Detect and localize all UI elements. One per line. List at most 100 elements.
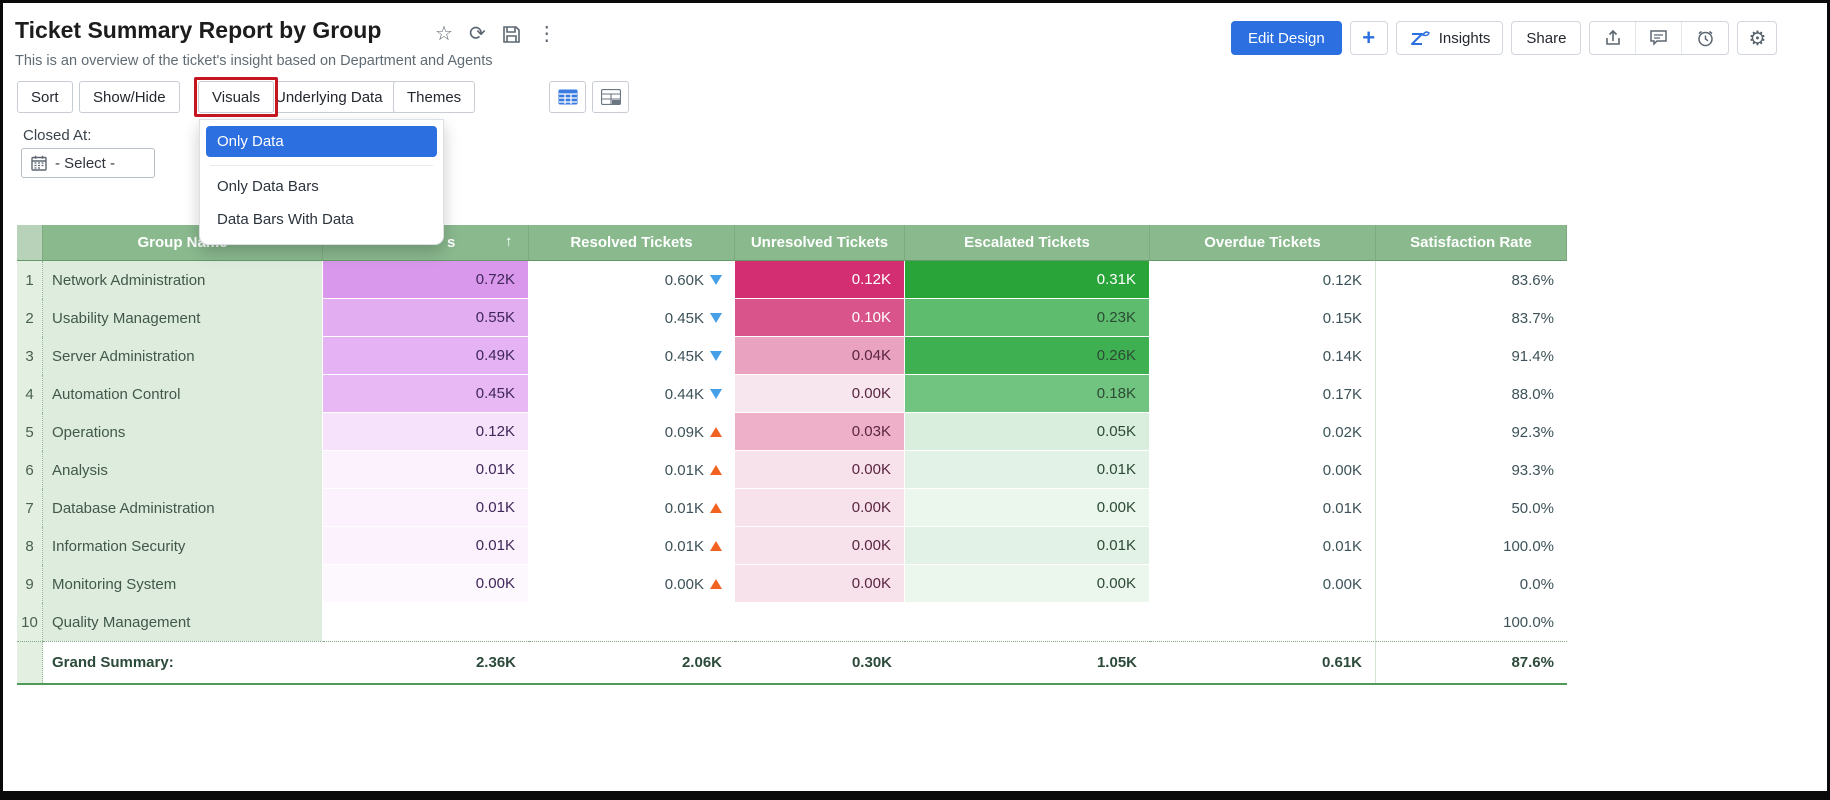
resolved-cell[interactable]: 0.09K — [529, 413, 735, 451]
resolved-cell[interactable]: 0.01K — [529, 489, 735, 527]
overdue-cell[interactable]: 0.01K — [1150, 527, 1376, 565]
summary-view-button[interactable] — [592, 81, 629, 113]
escalated-cell[interactable]: 0.23K — [905, 299, 1150, 337]
tickets-cell[interactable] — [323, 603, 529, 641]
show-hide-button[interactable]: Show/Hide — [79, 81, 180, 113]
overdue-cell[interactable]: 0.00K — [1150, 451, 1376, 489]
tickets-cell[interactable]: 0.55K — [323, 299, 529, 337]
tickets-cell[interactable]: 0.01K — [323, 451, 529, 489]
satisfaction-cell[interactable]: 83.6% — [1376, 261, 1567, 299]
more-options-icon[interactable]: ⋮ — [536, 23, 557, 45]
unresolved-cell[interactable] — [735, 603, 905, 641]
resolved-cell[interactable] — [529, 603, 735, 641]
unresolved-cell[interactable]: 0.00K — [735, 565, 905, 603]
closed-at-select[interactable]: - Select - — [21, 148, 155, 178]
unresolved-cell[interactable]: 0.10K — [735, 299, 905, 337]
group-name-cell[interactable]: Information Security — [43, 527, 323, 565]
header-overdue-tickets[interactable]: Overdue Tickets — [1150, 225, 1376, 261]
resolved-cell[interactable]: 0.45K — [529, 299, 735, 337]
share-button[interactable]: Share — [1511, 21, 1582, 55]
edit-design-button[interactable]: Edit Design — [1231, 21, 1342, 55]
resolved-cell[interactable]: 0.45K — [529, 337, 735, 375]
group-name-cell[interactable]: Server Administration — [43, 337, 323, 375]
group-name-cell[interactable]: Automation Control — [43, 375, 323, 413]
escalated-cell[interactable] — [905, 603, 1150, 641]
satisfaction-cell[interactable]: 100.0% — [1376, 603, 1567, 641]
unresolved-cell[interactable]: 0.12K — [735, 261, 905, 299]
unresolved-cell[interactable]: 0.03K — [735, 413, 905, 451]
menu-item-only-data[interactable]: Only Data — [206, 126, 437, 157]
escalated-cell[interactable]: 0.01K — [905, 451, 1150, 489]
menu-item-data-bars-with-data[interactable]: Data Bars With Data — [217, 211, 354, 228]
satisfaction-cell[interactable]: 50.0% — [1376, 489, 1567, 527]
table-view-button[interactable] — [549, 81, 586, 113]
tickets-cell[interactable]: 0.49K — [323, 337, 529, 375]
tickets-cell[interactable]: 0.12K — [323, 413, 529, 451]
escalated-cell[interactable]: 0.31K — [905, 261, 1150, 299]
refresh-icon[interactable]: ⟳ — [468, 23, 486, 45]
unresolved-cell[interactable]: 0.00K — [735, 489, 905, 527]
alert-clock-icon[interactable] — [1682, 22, 1728, 54]
overdue-cell[interactable]: 0.01K — [1150, 489, 1376, 527]
themes-button[interactable]: Themes — [393, 81, 476, 113]
escalated-cell[interactable]: 0.05K — [905, 413, 1150, 451]
header-resolved-tickets[interactable]: Resolved Tickets — [529, 225, 735, 261]
sort-button[interactable]: Sort — [17, 81, 73, 113]
underlying-data-button[interactable]: Underlying Data — [261, 81, 397, 113]
satisfaction-cell[interactable]: 88.0% — [1376, 375, 1567, 413]
group-name-cell[interactable]: Usability Management — [43, 299, 323, 337]
group-name-cell[interactable]: Network Administration — [43, 261, 323, 299]
overdue-cell[interactable]: 0.00K — [1150, 565, 1376, 603]
resolved-cell[interactable]: 0.60K — [529, 261, 735, 299]
tickets-cell[interactable]: 0.00K — [323, 565, 529, 603]
resolved-cell[interactable]: 0.01K — [529, 527, 735, 565]
overdue-cell[interactable]: 0.17K — [1150, 375, 1376, 413]
escalated-cell[interactable]: 0.26K — [905, 337, 1150, 375]
group-name-cell[interactable]: Analysis — [43, 451, 323, 489]
insights-button[interactable]: Insights — [1395, 21, 1504, 55]
group-name-cell[interactable]: Quality Management — [43, 603, 323, 641]
visuals-button[interactable]: Visuals — [198, 81, 275, 113]
group-name-cell[interactable]: Monitoring System — [43, 565, 323, 603]
resolved-cell[interactable]: 0.01K — [529, 451, 735, 489]
unresolved-cell[interactable]: 0.00K — [735, 451, 905, 489]
trend-up-icon — [710, 579, 722, 589]
add-button[interactable]: + — [1349, 21, 1388, 55]
escalated-cell[interactable]: 0.18K — [905, 375, 1150, 413]
unresolved-cell[interactable]: 0.00K — [735, 375, 905, 413]
unresolved-cell[interactable]: 0.00K — [735, 527, 905, 565]
menu-item-only-data-bars[interactable]: Only Data Bars — [217, 178, 319, 195]
header-satisfaction-rate[interactable]: Satisfaction Rate — [1376, 225, 1567, 261]
tickets-cell[interactable]: 0.72K — [323, 261, 529, 299]
tickets-cell[interactable]: 0.01K — [323, 489, 529, 527]
settings-gear-icon[interactable]: ⚙ — [1737, 21, 1778, 55]
satisfaction-cell[interactable]: 93.3% — [1376, 451, 1567, 489]
header-escalated-tickets[interactable]: Escalated Tickets — [905, 225, 1150, 261]
overdue-cell[interactable]: 0.15K — [1150, 299, 1376, 337]
summary-resolved: 2.06K — [529, 641, 735, 683]
overdue-cell[interactable]: 0.02K — [1150, 413, 1376, 451]
unresolved-cell[interactable]: 0.04K — [735, 337, 905, 375]
export-icon[interactable] — [1590, 22, 1637, 54]
group-name-cell[interactable]: Database Administration — [43, 489, 323, 527]
group-name-cell[interactable]: Operations — [43, 413, 323, 451]
resolved-cell[interactable]: 0.00K — [529, 565, 735, 603]
save-icon[interactable] — [502, 25, 521, 44]
escalated-cell[interactable]: 0.01K — [905, 527, 1150, 565]
favorite-star-icon[interactable]: ☆ — [435, 23, 453, 45]
overdue-cell[interactable]: 0.12K — [1150, 261, 1376, 299]
satisfaction-cell[interactable]: 83.7% — [1376, 299, 1567, 337]
escalated-cell[interactable]: 0.00K — [905, 565, 1150, 603]
tickets-cell[interactable]: 0.45K — [323, 375, 529, 413]
satisfaction-cell[interactable]: 92.3% — [1376, 413, 1567, 451]
overdue-cell[interactable] — [1150, 603, 1376, 641]
tickets-cell[interactable]: 0.01K — [323, 527, 529, 565]
escalated-cell[interactable]: 0.00K — [905, 489, 1150, 527]
satisfaction-cell[interactable]: 91.4% — [1376, 337, 1567, 375]
satisfaction-cell[interactable]: 0.0% — [1376, 565, 1567, 603]
comment-icon[interactable] — [1636, 22, 1683, 54]
overdue-cell[interactable]: 0.14K — [1150, 337, 1376, 375]
satisfaction-cell[interactable]: 100.0% — [1376, 527, 1567, 565]
header-unresolved-tickets[interactable]: Unresolved Tickets — [735, 225, 905, 261]
resolved-cell[interactable]: 0.44K — [529, 375, 735, 413]
